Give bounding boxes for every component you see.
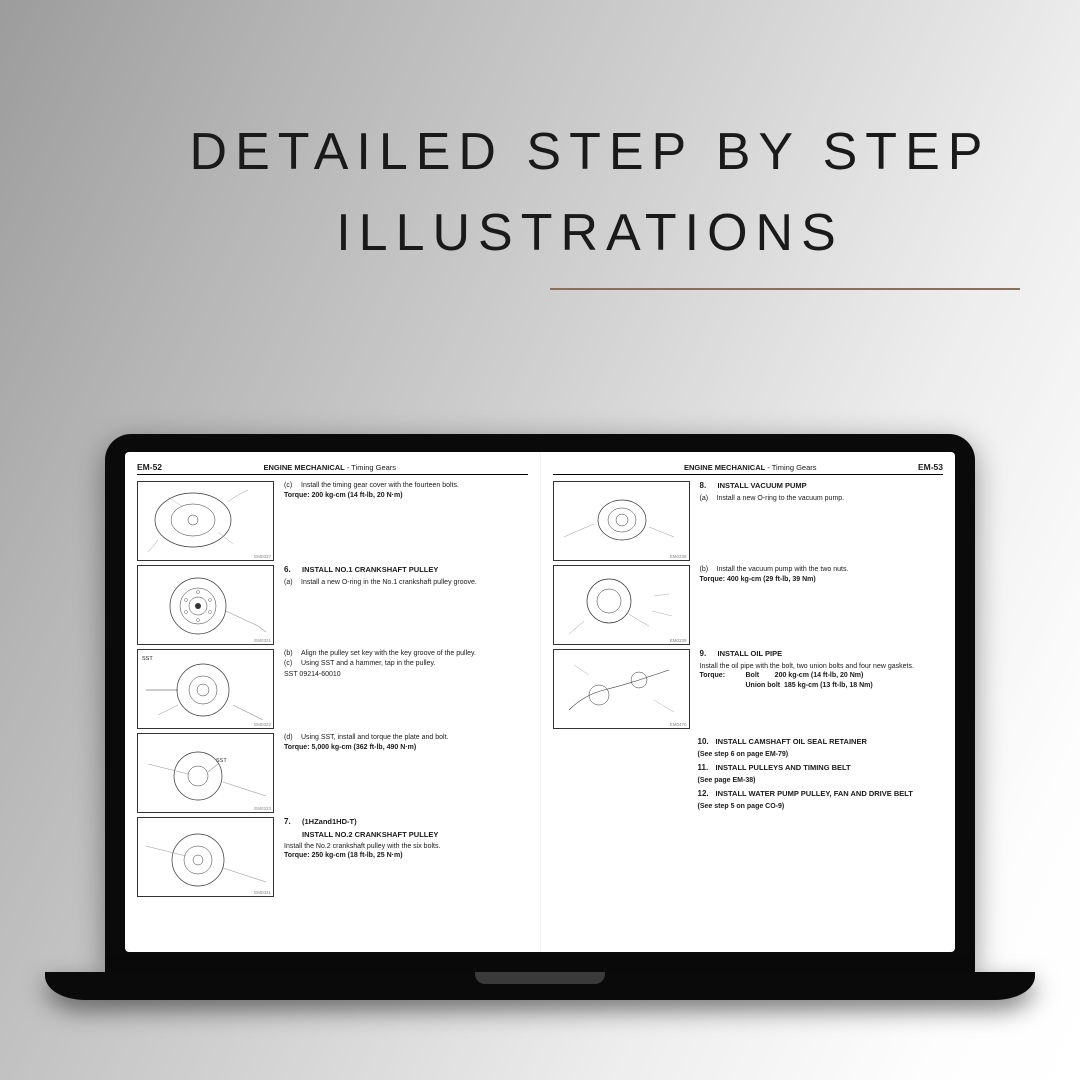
diagram-icon: SSTEM0322 bbox=[137, 649, 274, 729]
svg-text:SST: SST bbox=[216, 758, 227, 764]
headline-line2: ILLUSTRATIONS bbox=[160, 193, 1020, 274]
laptop-lid: EM-52 ENGINE MECHANICAL - Timing Gears E… bbox=[105, 434, 975, 972]
laptop-base bbox=[45, 972, 1035, 1000]
laptop-notch bbox=[475, 972, 605, 984]
diagram-icon: EM0238 bbox=[553, 481, 690, 561]
laptop-screen: EM-52 ENGINE MECHANICAL - Timing Gears E… bbox=[125, 452, 955, 952]
diagram-icon: EM0470 bbox=[553, 649, 690, 729]
page-title-left: ENGINE MECHANICAL - Timing Gears bbox=[162, 463, 497, 472]
manual-page-right: ENGINE MECHANICAL - Timing Gears EM-53 E… bbox=[541, 452, 956, 952]
diagram-icon: EM0239 bbox=[553, 565, 690, 645]
page-number-right: EM-53 bbox=[918, 462, 943, 472]
diagram-icon: EM0337 bbox=[137, 481, 274, 561]
headline-underline bbox=[550, 288, 1020, 290]
diagram-icon: EM0331 bbox=[137, 817, 274, 897]
headline: DETAILED STEP BY STEP ILLUSTRATIONS bbox=[160, 112, 1020, 273]
page-number-left: EM-52 bbox=[137, 462, 162, 472]
laptop-mockup: EM-52 ENGINE MECHANICAL - Timing Gears E… bbox=[105, 434, 975, 1000]
manual-page-left: EM-52 ENGINE MECHANICAL - Timing Gears E… bbox=[125, 452, 541, 952]
diagram-icon: EM0321 bbox=[137, 565, 274, 645]
page-title-right: ENGINE MECHANICAL - Timing Gears bbox=[583, 463, 918, 472]
headline-line1: DETAILED STEP BY STEP bbox=[160, 112, 1020, 193]
diagram-icon: SSTEM0323 bbox=[137, 733, 274, 813]
